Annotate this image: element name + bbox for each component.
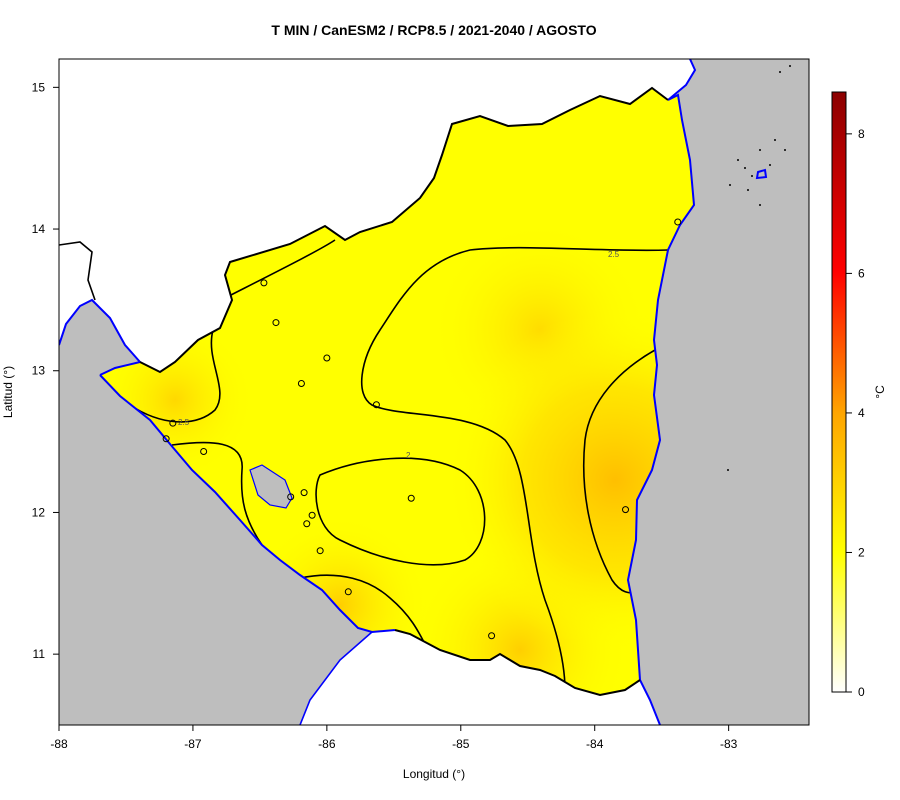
gulf-fonseca-coast: [59, 298, 142, 376]
colorbar: 0 2 4 6 8 °C: [831, 91, 887, 699]
station-marker: [300, 489, 308, 497]
station-marker: [344, 588, 352, 596]
south-coast-cr: [299, 631, 373, 725]
colorbar-ticks: 0 2 4 6 8: [846, 127, 865, 699]
island-dots: [727, 65, 791, 471]
station-markers: [162, 218, 682, 640]
neighbor-land-north: [59, 59, 695, 372]
map-title: T MIN / CanESM2 / RCP8.5 / 2021-2040 / A…: [271, 22, 596, 38]
caribbean-coastline: [626, 93, 696, 725]
x-tick-label: -83: [720, 737, 738, 751]
colorbar-unit: °C: [873, 385, 887, 399]
y-axis: 11 12 13 14 15: [32, 80, 59, 661]
station-marker: [169, 419, 177, 427]
honduras-border: [59, 241, 96, 301]
y-tick-label: 11: [33, 647, 46, 661]
contour-nw-2.5: [224, 239, 336, 299]
station-marker: [407, 494, 415, 502]
x-tick-label: -86: [318, 737, 336, 751]
station-marker: [622, 506, 630, 514]
lake-managua: [249, 464, 293, 509]
neighbor-land-south: [300, 630, 660, 725]
station-marker: [297, 379, 305, 387]
station-marker: [162, 435, 170, 443]
colorbar-gradient: [831, 91, 847, 693]
station-marker: [488, 632, 496, 640]
station-marker: [200, 448, 208, 456]
plot-frame: [58, 58, 810, 726]
x-tick-label: -84: [586, 737, 604, 751]
contour-sw-2.5: [171, 441, 263, 546]
country-border: [139, 86, 669, 374]
x-tick-label: -85: [452, 737, 470, 751]
station-marker: [674, 218, 682, 226]
station-marker: [323, 354, 331, 362]
colorbar-tick-label: 8: [858, 127, 865, 141]
southern-border: [394, 629, 641, 697]
station-marker: [316, 547, 324, 555]
station-marker: [308, 511, 316, 519]
y-axis-label: Latitud (°): [1, 366, 15, 418]
station-marker: [287, 493, 295, 501]
station-marker: [272, 319, 280, 327]
colorbar-tick-label: 4: [858, 406, 865, 420]
y-tick-label: 13: [32, 364, 46, 378]
contour-label: 2: [406, 451, 411, 460]
contour-west-2.5: [129, 329, 221, 423]
contour-label: 2.5: [178, 418, 190, 427]
contour-east-3: [582, 349, 656, 594]
colorbar-tick-label: 0: [858, 685, 865, 699]
station-marker: [303, 520, 311, 528]
x-axis-label: Longitud (°): [403, 767, 465, 781]
colorbar-tick-label: 6: [858, 266, 865, 280]
contour-2: [315, 457, 486, 566]
colorbar-tick-label: 2: [858, 545, 865, 559]
contour-labels: 2.5 2.5 2: [178, 250, 620, 460]
y-tick-label: 12: [32, 505, 46, 519]
contour-label: 2.5: [608, 250, 620, 259]
station-marker: [372, 401, 380, 409]
corn-island: [755, 168, 768, 180]
contour-ne-2.5: [360, 246, 669, 691]
y-tick-label: 14: [32, 222, 46, 236]
map-panel: 2.5 2.5 2: [59, 59, 809, 725]
x-tick-label: -88: [50, 737, 68, 751]
honduras-caribbean-coast: [667, 59, 697, 101]
y-tick-label: 15: [32, 80, 46, 94]
x-axis: -88 -87 -86 -85 -84 -83: [50, 725, 738, 751]
x-tick-label: -87: [184, 737, 202, 751]
contour-south-2.5: [299, 574, 429, 651]
contour-lines: [129, 239, 669, 691]
pacific-coastline: [99, 374, 396, 634]
station-marker: [260, 279, 268, 287]
